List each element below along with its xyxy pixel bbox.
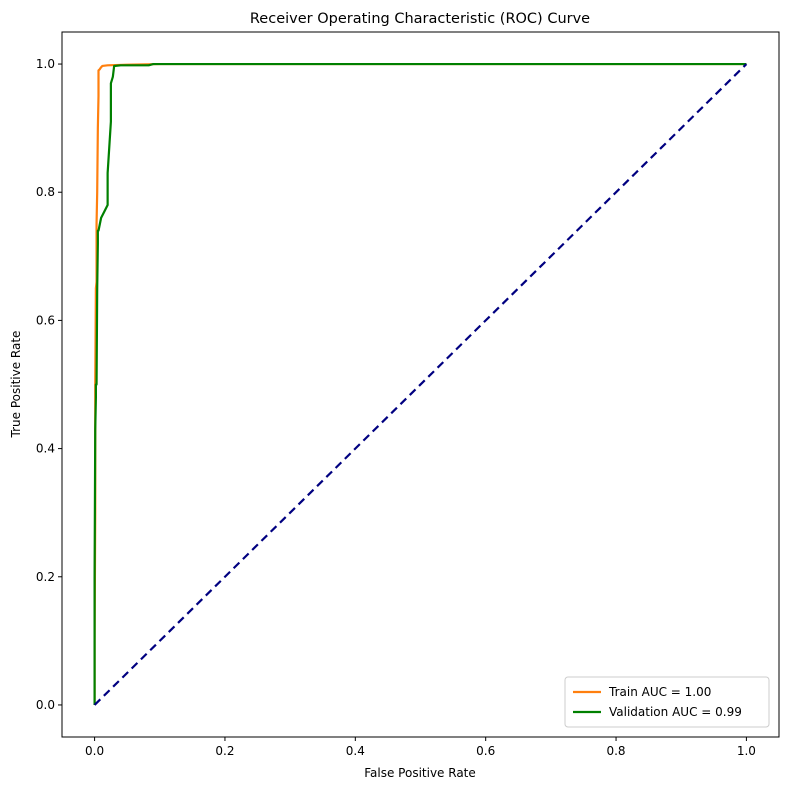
chart-title: Receiver Operating Characteristic (ROC) … — [250, 11, 590, 27]
y-axis-label: True Positive Rate — [9, 331, 23, 439]
y-tick-label: 0.6 — [36, 313, 55, 327]
y-tick-label: 0.4 — [36, 442, 55, 456]
legend-box — [564, 676, 770, 728]
axes-frame — [61, 31, 780, 738]
ticks-layer: 0.0 0.2 0.4 0.6 0.8 1.0 0.0 0.2 0.4 0.6 0.8 1.0 — [36, 57, 756, 758]
y-tick-label: 0.0 — [36, 698, 55, 712]
chance-diagonal-line — [93, 63, 748, 706]
y-tick-label: 0.2 — [36, 570, 55, 584]
x-tick-label: 0.6 — [476, 744, 495, 758]
x-tick-label: 0.0 — [85, 744, 104, 758]
x-tick-label: 0.2 — [215, 744, 234, 758]
x-tick-label: 1.0 — [737, 744, 756, 758]
x-tick-label: 0.8 — [606, 744, 625, 758]
y-tick-label: 1.0 — [36, 57, 55, 71]
legend-label: Train AUC = 1.00 — [608, 685, 711, 699]
series-line-1 — [93, 62, 747, 705]
legend-label: Validation AUC = 0.99 — [609, 705, 742, 719]
legend: Train AUC = 1.00 Validation AUC = 0.99 — [564, 676, 770, 728]
series-layer — [93, 62, 748, 706]
x-tick-label: 0.4 — [346, 744, 365, 758]
y-tick-label: 0.8 — [36, 185, 55, 199]
x-axis-label: False Positive Rate — [364, 766, 476, 780]
